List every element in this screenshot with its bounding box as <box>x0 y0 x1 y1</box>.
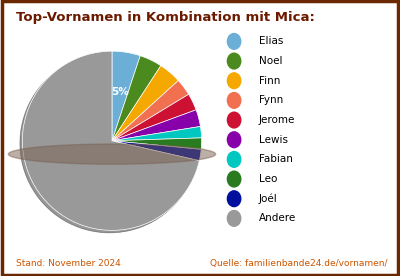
Circle shape <box>227 53 241 69</box>
Circle shape <box>227 112 241 128</box>
Text: Finn: Finn <box>259 76 280 86</box>
Wedge shape <box>22 51 199 230</box>
Text: Jerome: Jerome <box>259 115 295 125</box>
Circle shape <box>227 152 241 167</box>
Wedge shape <box>112 110 200 141</box>
Circle shape <box>227 92 241 108</box>
Wedge shape <box>112 81 189 141</box>
Text: Fynn: Fynn <box>259 95 283 105</box>
Wedge shape <box>112 66 178 141</box>
Text: Joél: Joél <box>259 193 278 204</box>
Circle shape <box>227 132 241 148</box>
Circle shape <box>227 73 241 89</box>
Text: Leo: Leo <box>259 174 277 184</box>
Circle shape <box>227 211 241 226</box>
Text: Quelle: familienbande24.de/vornamen/: Quelle: familienbande24.de/vornamen/ <box>210 259 388 268</box>
Wedge shape <box>112 141 201 161</box>
Text: Andere: Andere <box>259 213 296 223</box>
Text: 5%: 5% <box>111 87 129 97</box>
Text: Stand: November 2024: Stand: November 2024 <box>16 259 121 268</box>
Text: Elias: Elias <box>259 36 283 46</box>
Text: Lewis: Lewis <box>259 135 288 145</box>
Text: Noel: Noel <box>259 56 282 66</box>
Wedge shape <box>112 138 202 149</box>
Circle shape <box>227 33 241 49</box>
Wedge shape <box>112 51 140 141</box>
Wedge shape <box>112 56 161 141</box>
Ellipse shape <box>8 144 216 164</box>
Text: Fabian: Fabian <box>259 154 292 164</box>
Wedge shape <box>112 126 202 141</box>
Circle shape <box>227 171 241 187</box>
Text: Top-Vornamen in Kombination mit Mica:: Top-Vornamen in Kombination mit Mica: <box>16 11 315 24</box>
Circle shape <box>227 191 241 206</box>
Wedge shape <box>112 94 196 141</box>
